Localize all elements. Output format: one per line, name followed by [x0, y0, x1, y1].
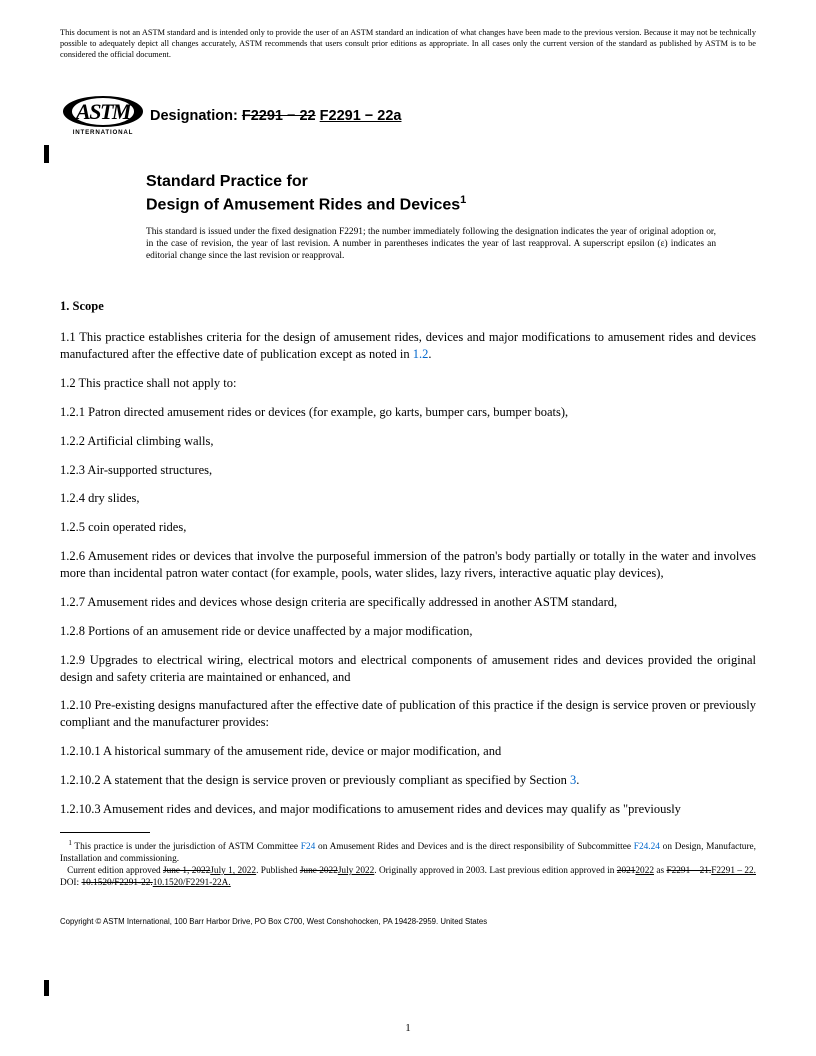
designation: Designation: F2291 − 22 F2291 − 22a — [150, 107, 402, 127]
para-1-2-6: 1.2.6 Amusement rides or devices that in… — [60, 548, 756, 582]
para-1-2-7: 1.2.7 Amusement rides and devices whose … — [60, 594, 756, 611]
designation-old: F2291 − 22 — [242, 108, 316, 124]
logo-text: ASTM — [63, 96, 143, 127]
para-1-2-8: 1.2.8 Portions of an amusement ride or d… — [60, 623, 756, 640]
fn2-old1: June 1, 2022 — [163, 866, 210, 876]
para-1-2-10-3: 1.2.10.3 Amusement rides and devices, an… — [60, 801, 756, 818]
designation-new: F2291 − 22a — [320, 108, 402, 124]
fn1-b: on Amusement Rides and Devices and is th… — [315, 842, 634, 852]
para-1-2-10-1: 1.2.10.1 A historical summary of the amu… — [60, 743, 756, 760]
change-bar-1 — [44, 145, 49, 163]
fn2-old4: F2291 – 21. — [666, 866, 711, 876]
standard-title: Standard Practice for Design of Amusemen… — [146, 172, 756, 215]
disclaimer-text: This document is not an ASTM standard an… — [60, 28, 756, 60]
fn2-new2: July 2022 — [338, 866, 374, 876]
link-1-2[interactable]: 1.2 — [413, 347, 429, 361]
link-f24-24[interactable]: F24.24 — [634, 842, 660, 852]
para-1-2-4: 1.2.4 dry slides, — [60, 490, 756, 507]
para-1-2-10-2-end: . — [576, 773, 579, 787]
page-number: 1 — [0, 1021, 816, 1036]
link-f24[interactable]: F24 — [301, 842, 315, 852]
fn2-old5: 10.1520/F2291-22. — [81, 878, 152, 888]
designation-label: Designation: — [150, 108, 238, 124]
fn2-old2: June 2022 — [300, 866, 338, 876]
fn2-a: Current edition approved — [67, 866, 163, 876]
change-bar-2 — [44, 980, 49, 996]
title-line1: Standard Practice for — [146, 173, 308, 190]
para-1-2: 1.2 This practice shall not apply to: — [60, 375, 756, 392]
title-line2: Design of Amusement Rides and Devices — [146, 196, 460, 213]
fn2-new1: July 1, 2022 — [210, 866, 256, 876]
copyright-line: Copyright © ASTM International, 100 Barr… — [60, 917, 756, 928]
para-1-2-10-2-text: 1.2.10.2 A statement that the design is … — [60, 773, 570, 787]
fn2-old3: 2021 — [617, 866, 636, 876]
title-super: 1 — [460, 194, 466, 206]
title-block: Standard Practice for Design of Amusemen… — [146, 172, 756, 215]
para-1-2-1: 1.2.1 Patron directed amusement rides or… — [60, 404, 756, 421]
fn2-e: DOI: — [60, 878, 81, 888]
fn2-new4: F2291 – 22. — [711, 866, 756, 876]
fn1-a: This practice is under the jurisdiction … — [72, 842, 301, 852]
astm-logo: ASTM INTERNATIONAL — [70, 88, 136, 144]
para-1-1: 1.1 This practice establishes criteria f… — [60, 329, 756, 363]
para-1-2-5: 1.2.5 coin operated rides, — [60, 519, 756, 536]
header-row: ASTM INTERNATIONAL Designation: F2291 − … — [70, 88, 756, 144]
fn2-new3: 2022 — [635, 866, 654, 876]
scope-heading: 1. Scope — [60, 298, 756, 315]
footnote-rule — [60, 832, 150, 833]
para-1-1-text: 1.1 This practice establishes criteria f… — [60, 330, 756, 361]
footnote-2: Current edition approved June 1, 2022Jul… — [60, 865, 756, 889]
para-1-2-2: 1.2.2 Artificial climbing walls, — [60, 433, 756, 450]
para-1-2-3: 1.2.3 Air-supported structures, — [60, 462, 756, 479]
fn2-d: as — [654, 866, 666, 876]
para-1-1-end: . — [428, 347, 431, 361]
para-1-2-10: 1.2.10 Pre-existing designs manufactured… — [60, 697, 756, 731]
para-1-2-10-2: 1.2.10.2 A statement that the design is … — [60, 772, 756, 789]
fn2-new5: 10.1520/F2291-22A. — [153, 878, 231, 888]
para-1-2-9: 1.2.9 Upgrades to electrical wiring, ele… — [60, 652, 756, 686]
fn2-b: . Published — [256, 866, 300, 876]
issue-note: This standard is issued under the fixed … — [146, 226, 716, 263]
footnote-1: 1 This practice is under the jurisdictio… — [60, 839, 756, 865]
logo-subtext: INTERNATIONAL — [73, 129, 133, 137]
fn2-c: . Originally approved in 2003. Last prev… — [374, 866, 617, 876]
